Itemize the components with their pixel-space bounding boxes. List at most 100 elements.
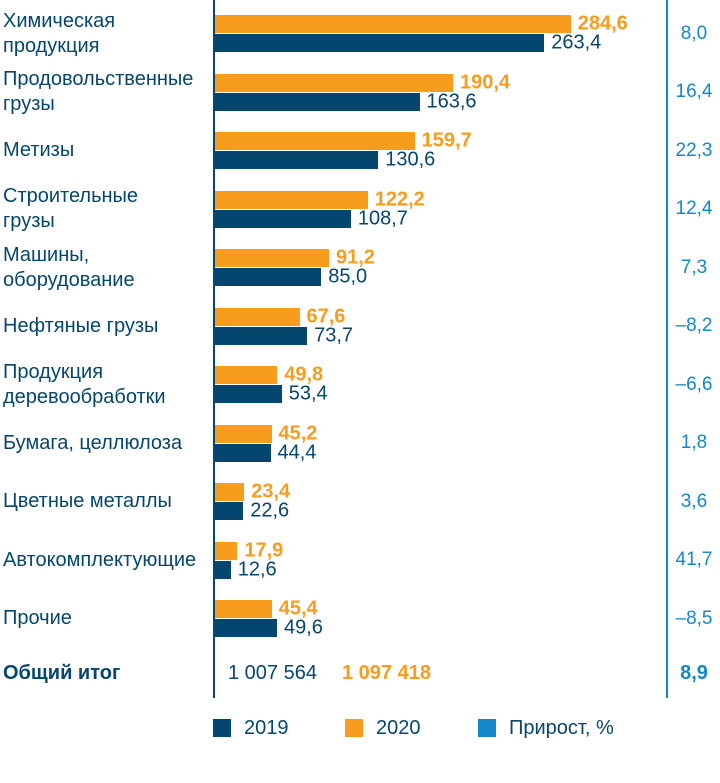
category-label: Продовольственные грузы (3, 68, 194, 115)
bar-group: 190,4 163,6 (215, 71, 510, 112)
category-row: Строительные грузы 122,2 108,7 12,4 (0, 185, 720, 245)
bar-2020: 45,2 (215, 422, 317, 444)
bar-group: 91,2 85,0 (215, 247, 375, 288)
bar-value-2019: 85,0 (328, 265, 368, 288)
total-growth-value: 8,9 (680, 661, 708, 684)
growth-value: –6,6 (675, 373, 713, 395)
bar-2020: 45,4 (215, 598, 318, 620)
legend-label: Прирост, % (509, 716, 614, 739)
legend-label: 2020 (376, 716, 421, 739)
bar-2020: 91,2 (215, 247, 375, 269)
chart-rows: Химическая продукция 284,6 263,4 8,0 Про… (0, 10, 720, 654)
bar-2020: 49,8 (215, 364, 323, 386)
bar-value-2019: 44,4 (277, 441, 317, 463)
bar-2020: 67,6 (215, 305, 345, 327)
category-row: Бумага, целлюлоза 45,2 44,4 1,8 (0, 420, 720, 479)
category-row: Прочие 45,4 49,6 –8,5 (0, 595, 720, 654)
bar-2019: 53,4 (215, 383, 328, 405)
category-row: Автокомплектующие 17,9 12,6 41,7 (0, 537, 720, 596)
category-label: Строительные грузы (3, 185, 139, 232)
category-label: Машины, оборудование (3, 243, 135, 291)
bar-2019: 73,7 (215, 324, 353, 346)
bar-2020: 284,6 (215, 13, 628, 35)
legend-item: 2019 (213, 716, 289, 740)
total-value-2019: 1 007 564 (228, 661, 317, 684)
growth-value: 1,8 (680, 432, 708, 453)
growth-value: –8,5 (675, 607, 713, 629)
category-row: Метизы 159,7 130,6 22,3 (0, 127, 720, 186)
bar-2020: 190,4 (215, 71, 510, 93)
bar-2020: 159,7 (215, 130, 472, 152)
bar-group: 49,8 53,4 (215, 364, 328, 405)
category-label: Химическая продукция (3, 9, 116, 57)
bar-2019: 49,6 (215, 617, 323, 639)
bar-group: 45,2 44,4 (215, 422, 317, 463)
legend-label: 2019 (244, 716, 289, 739)
bar-group: 45,4 49,6 (215, 598, 323, 639)
bar-value-2020: 190,4 (460, 71, 511, 93)
bar-value-2019: 22,6 (250, 499, 290, 522)
legend-swatch (345, 719, 363, 737)
bar-value-2020: 45,4 (278, 597, 318, 620)
bar-2019: 108,7 (215, 207, 408, 229)
growth-value: 16,4 (675, 81, 713, 102)
growth-value: 7,3 (680, 256, 708, 278)
bar-value-2020: 45,2 (278, 422, 318, 444)
category-label: Нефтяные грузы (3, 314, 159, 337)
category-label: Цветные металлы (3, 490, 172, 512)
bar-value-2020: 91,2 (336, 246, 375, 269)
category-axis-line (213, 0, 215, 698)
bar-value-2020: 122,2 (374, 188, 425, 210)
bar-2019: 163,6 (215, 90, 477, 112)
growth-value: 41,7 (675, 549, 713, 570)
bar-group: 23,4 22,6 (215, 481, 290, 522)
bar-value-2019: 49,6 (284, 616, 323, 639)
bar-value-2019: 108,7 (357, 207, 408, 229)
growth-value: 12,4 (675, 198, 713, 219)
total-value-2020: 1 097 418 (342, 661, 431, 684)
category-label: Продукция деревообработки (3, 360, 166, 408)
bar-value-2020: 49,8 (284, 363, 324, 386)
growth-value: 8,0 (680, 22, 708, 44)
bar-value-2020: 159,7 (421, 129, 472, 152)
bar-2019: 44,4 (215, 441, 316, 463)
bar-2020: 122,2 (215, 188, 425, 210)
bar-value-2019: 12,6 (237, 558, 277, 580)
bar-group: 67,6 73,7 (215, 305, 353, 346)
category-row: Продукция деревообработки 49,8 53,4 –6,6 (0, 361, 720, 420)
bar-value-2019: 130,6 (385, 148, 436, 171)
legend-item: 2020 (345, 716, 421, 740)
bar-2020: 23,4 (215, 481, 290, 503)
category-row: Химическая продукция 284,6 263,4 8,0 (0, 10, 720, 69)
bar-2019: 130,6 (215, 149, 435, 171)
category-label: Бумага, целлюлоза (3, 431, 183, 454)
category-row: Цветные металлы 23,4 22,6 3,6 (0, 478, 720, 537)
bar-value-2019: 73,7 (314, 324, 354, 346)
bar-value-2020: 67,6 (306, 305, 346, 327)
category-label: Автокомплектующие (3, 548, 197, 571)
legend-swatch (213, 719, 231, 737)
category-label: Прочие (3, 607, 72, 629)
bar-group: 284,6 263,4 (215, 13, 628, 54)
total-row: Общий итог 1 007 564 1 097 418 8,9 (0, 657, 720, 689)
bar-value-2020: 284,6 (577, 12, 628, 35)
legend-swatch (478, 719, 496, 737)
chart-legend: 2019 2020 Прирост, % (0, 716, 720, 740)
bar-group: 122,2 108,7 (215, 188, 425, 229)
bar-group: 159,7 130,6 (215, 130, 472, 171)
bar-2019: 12,6 (215, 558, 277, 580)
total-label: Общий итог (3, 661, 121, 684)
category-row: Продовольственные грузы 190,4 163,6 16,4 (0, 68, 720, 128)
category-row: Машины, оборудование 91,2 85,0 7,3 (0, 244, 720, 303)
growth-value: 22,3 (675, 139, 713, 161)
category-label: Метизы (3, 139, 75, 161)
bar-value-2020: 23,4 (251, 480, 291, 503)
category-row: Нефтяные грузы 67,6 73,7 –8,2 (0, 303, 720, 362)
growth-value: –8,2 (675, 315, 713, 336)
bar-2020: 17,9 (215, 539, 283, 561)
bar-value-2020: 17,9 (244, 539, 284, 561)
bar-value-2019: 53,4 (288, 382, 328, 405)
bar-2019: 22,6 (215, 500, 289, 522)
bar-2019: 85,0 (215, 266, 367, 288)
